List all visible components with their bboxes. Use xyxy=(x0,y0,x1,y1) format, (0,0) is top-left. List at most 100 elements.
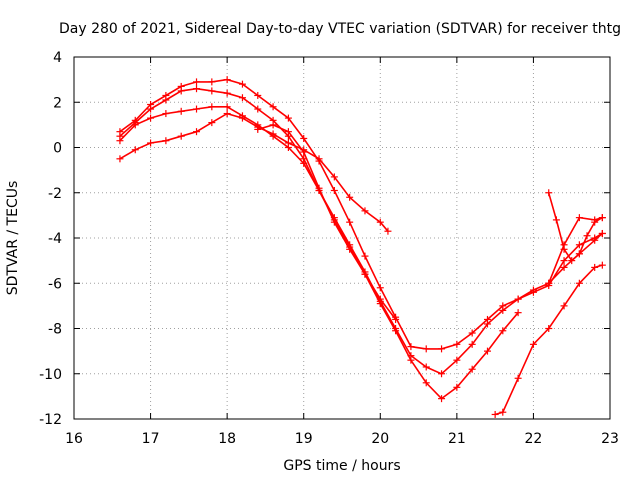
data-point xyxy=(422,345,430,353)
data-point xyxy=(499,327,507,335)
series-line xyxy=(119,112,389,232)
y-tick-label: 0 xyxy=(53,141,62,157)
series-day-4 xyxy=(116,110,392,235)
data-point xyxy=(361,252,369,260)
data-point xyxy=(346,193,354,201)
data-point xyxy=(162,137,170,145)
series-day-8 xyxy=(545,214,606,287)
y-tick-label: 4 xyxy=(53,50,62,66)
data-point xyxy=(223,76,231,84)
data-point xyxy=(591,216,599,224)
data-point xyxy=(346,218,354,226)
series-line xyxy=(119,106,519,400)
data-point xyxy=(392,315,400,323)
data-point xyxy=(346,245,354,253)
data-point xyxy=(238,114,246,122)
data-point xyxy=(376,218,384,226)
data-point xyxy=(193,105,201,113)
y-tick-label: -10 xyxy=(39,367,62,383)
data-point xyxy=(131,121,139,129)
data-point xyxy=(499,306,507,314)
data-point xyxy=(315,184,323,192)
data-point xyxy=(438,370,446,378)
data-point xyxy=(583,232,591,240)
data-point xyxy=(560,257,568,265)
data-point xyxy=(407,356,415,364)
data-point xyxy=(545,279,553,287)
series-day-2 xyxy=(116,85,606,378)
data-point xyxy=(591,263,599,271)
axis-ticks: 16 17 18 19 20 21 22 23 -12 -10 -8 -6 -4 -2 0 2 4 xyxy=(39,50,619,447)
data-point xyxy=(438,345,446,353)
data-point xyxy=(545,189,553,197)
data-point xyxy=(208,87,216,95)
data-point xyxy=(208,119,216,127)
y-tick-label: 2 xyxy=(53,95,62,111)
data-point xyxy=(147,105,155,113)
data-point xyxy=(453,340,461,348)
data-series xyxy=(116,76,606,418)
data-point xyxy=(422,379,430,387)
data-point xyxy=(162,96,170,104)
data-point xyxy=(552,216,560,224)
x-tick-label: 20 xyxy=(371,431,389,447)
data-point xyxy=(598,214,606,222)
data-point xyxy=(330,218,338,226)
data-point xyxy=(514,374,522,382)
data-point xyxy=(116,137,124,145)
series-line xyxy=(257,124,397,320)
data-point xyxy=(177,132,185,140)
data-point xyxy=(330,173,338,181)
series-line xyxy=(547,192,603,262)
data-point xyxy=(147,139,155,147)
data-point xyxy=(330,186,338,194)
data-point xyxy=(147,114,155,122)
data-point xyxy=(193,85,201,93)
data-point xyxy=(269,121,277,129)
x-tick-label: 22 xyxy=(525,431,543,447)
x-tick-label: 16 xyxy=(65,431,83,447)
data-point xyxy=(453,383,461,391)
data-point xyxy=(407,343,415,351)
data-point xyxy=(376,295,384,303)
data-point xyxy=(560,263,568,271)
data-point xyxy=(238,94,246,102)
series-line xyxy=(119,78,603,350)
data-point xyxy=(468,365,476,373)
x-tick-label: 17 xyxy=(142,431,160,447)
data-point xyxy=(254,91,262,99)
data-point xyxy=(116,155,124,163)
data-point xyxy=(422,363,430,371)
data-point xyxy=(223,110,231,118)
data-point xyxy=(529,340,537,348)
data-point xyxy=(193,78,201,86)
data-point xyxy=(284,114,292,122)
series-day-7 xyxy=(545,189,606,265)
data-point xyxy=(208,78,216,86)
data-point xyxy=(468,329,476,337)
y-tick-label: -6 xyxy=(48,276,62,292)
data-point xyxy=(453,356,461,364)
series-day-3 xyxy=(116,103,522,403)
data-point xyxy=(300,148,308,156)
y-tick-label: -2 xyxy=(48,186,62,202)
data-point xyxy=(575,279,583,287)
data-point xyxy=(162,110,170,118)
data-point xyxy=(591,234,599,242)
data-point xyxy=(468,340,476,348)
data-point xyxy=(361,270,369,278)
data-point xyxy=(254,125,262,133)
data-point xyxy=(545,325,553,332)
data-point xyxy=(284,139,292,147)
y-tick-label: -4 xyxy=(48,231,62,247)
data-point xyxy=(560,302,568,310)
data-point xyxy=(223,103,231,111)
grid xyxy=(74,57,610,419)
data-point xyxy=(568,257,576,265)
x-tick-label: 19 xyxy=(295,431,313,447)
data-point xyxy=(392,327,400,335)
data-point xyxy=(131,146,139,154)
x-tick-label: 21 xyxy=(448,431,466,447)
y-tick-label: -12 xyxy=(39,412,62,428)
